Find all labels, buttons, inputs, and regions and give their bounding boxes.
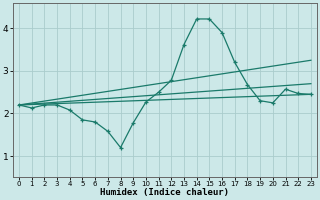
X-axis label: Humidex (Indice chaleur): Humidex (Indice chaleur) bbox=[100, 188, 229, 197]
